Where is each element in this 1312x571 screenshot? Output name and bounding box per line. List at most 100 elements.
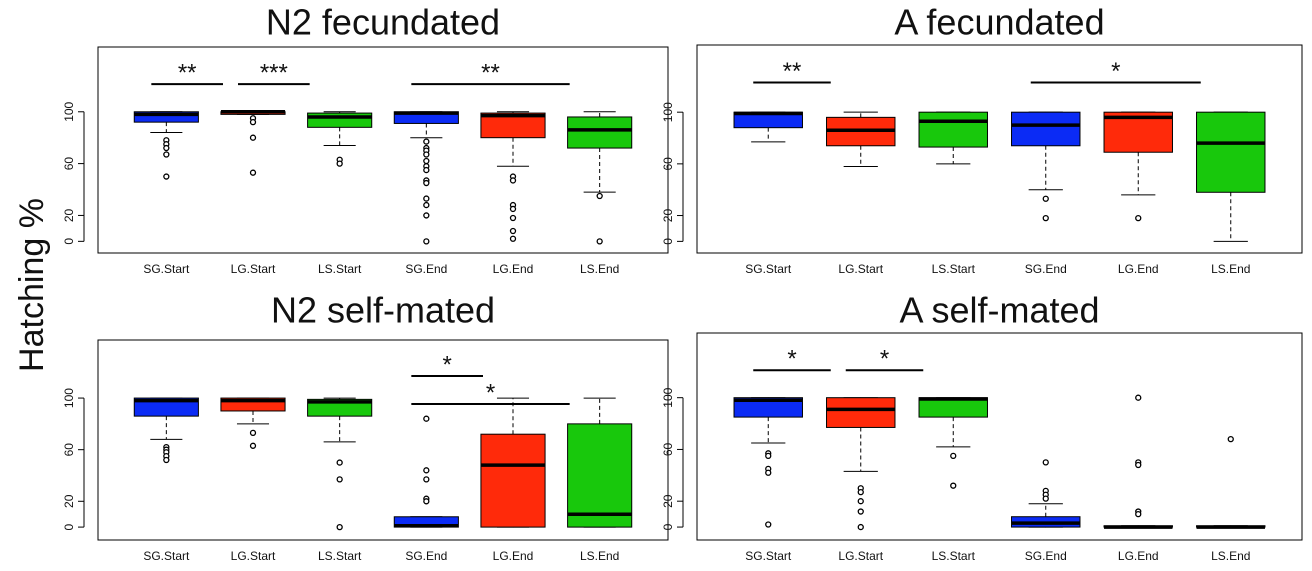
plot-frame [97, 46, 669, 254]
significance-label: ** [783, 58, 802, 85]
outlier [249, 429, 257, 437]
outlier [336, 160, 343, 167]
box [133, 397, 199, 417]
box [133, 111, 199, 123]
x-tick-label: LS.End [1211, 549, 1250, 563]
outlier [423, 498, 430, 505]
box [480, 433, 546, 528]
outlier [423, 138, 430, 145]
y-tick-label: 0 [661, 238, 675, 245]
outlier [423, 476, 430, 483]
y-tick-label: 60 [62, 443, 76, 457]
x-tick-label: LG.Start [838, 262, 883, 276]
x-tick-label: LS.Start [318, 549, 362, 563]
x-tick-label: LS.Start [932, 549, 976, 563]
significance-label: *** [260, 59, 288, 86]
y-tick-label: 100 [661, 387, 675, 407]
outlier [249, 442, 257, 449]
y-tick-label: 60 [661, 442, 675, 456]
outlier [249, 134, 257, 141]
outlier [950, 452, 957, 460]
y-tick-label: 0 [62, 523, 76, 530]
panel-title: A fecundated [894, 2, 1104, 43]
box [1011, 111, 1081, 147]
outlier [1135, 510, 1142, 518]
outlier [1042, 195, 1049, 202]
outlier [765, 469, 772, 476]
outlier [509, 205, 517, 213]
outlier [336, 476, 343, 483]
outlier [336, 459, 343, 466]
outlier [1135, 394, 1142, 401]
plot-frame [696, 332, 1303, 541]
outlier [423, 238, 430, 245]
box [918, 111, 988, 148]
outlier [509, 177, 517, 184]
x-tick-label: LG.Start [231, 262, 276, 276]
outlier [765, 521, 772, 528]
x-tick-label: SG.Start [143, 549, 190, 563]
outlier [423, 201, 430, 209]
outlier [423, 415, 430, 422]
outlier [509, 235, 517, 242]
y-tick-label: 0 [62, 238, 76, 245]
x-tick-label: SG.Start [745, 262, 792, 276]
box [826, 397, 896, 428]
box [567, 423, 633, 528]
y-tick-label: 60 [661, 157, 675, 171]
box [1196, 111, 1266, 193]
x-tick-label: LG.End [493, 262, 534, 276]
outlier [1135, 461, 1142, 469]
outlier [1042, 459, 1049, 466]
box [567, 116, 633, 149]
panel-title: N2 fecundated [266, 2, 500, 43]
x-tick-label: SG.End [405, 262, 447, 276]
panel-title: A self-mated [899, 290, 1099, 331]
x-tick-label: LS.Start [932, 262, 976, 276]
x-tick-label: LS.End [580, 549, 619, 563]
x-tick-label: LG.End [493, 549, 534, 563]
outlier [249, 169, 257, 176]
y-tick-label: 20 [62, 208, 76, 222]
outlier [163, 151, 170, 158]
y-tick-label: 20 [62, 494, 76, 508]
y-tick-label: 20 [661, 209, 675, 223]
x-tick-label: SG.Start [745, 549, 792, 563]
y-tick-label: 20 [661, 494, 675, 508]
outlier [423, 157, 430, 165]
outlier [509, 227, 517, 235]
significance-label: * [1111, 58, 1120, 85]
plot-frame [696, 44, 1303, 254]
outlier [1042, 214, 1049, 222]
y-axis-label: Hatching % [13, 198, 51, 372]
outlier [423, 166, 430, 174]
y-tick-label: 100 [661, 102, 675, 122]
outlier [1227, 435, 1234, 443]
x-tick-label: LG.Start [838, 549, 883, 563]
outlier [950, 482, 957, 489]
outlier [249, 118, 257, 126]
outlier [163, 173, 170, 180]
outlier [423, 151, 430, 158]
outlier [163, 144, 170, 152]
y-tick-label: 100 [62, 388, 76, 408]
outlier [857, 498, 864, 505]
x-tick-label: LS.End [1211, 262, 1250, 276]
significance-label: * [486, 379, 495, 406]
x-tick-label: SG.End [405, 549, 447, 563]
outlier [596, 192, 603, 200]
box [733, 397, 803, 418]
y-tick-label: 60 [62, 157, 76, 171]
x-tick-label: LG.End [1118, 262, 1159, 276]
outlier [857, 488, 864, 496]
outlier [163, 456, 170, 464]
outlier [857, 523, 864, 531]
outlier [423, 467, 430, 474]
x-tick-label: LS.Start [318, 262, 362, 276]
significance-label: * [880, 346, 889, 373]
x-tick-label: LG.End [1118, 549, 1159, 563]
plot-frame [97, 339, 669, 541]
outlier [1135, 214, 1142, 222]
y-tick-label: 100 [62, 101, 76, 121]
